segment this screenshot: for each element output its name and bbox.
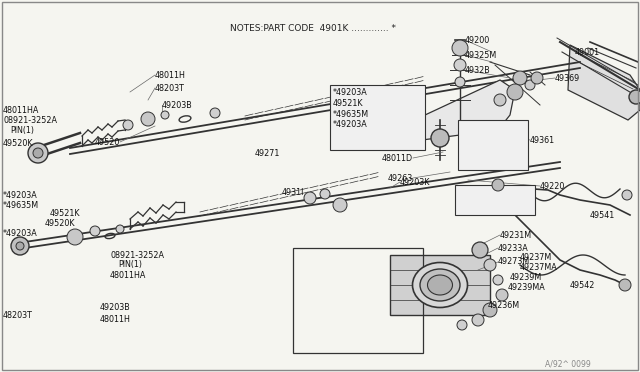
Text: 49521K: 49521K <box>333 99 364 108</box>
Text: 49237M: 49237M <box>520 253 552 263</box>
Circle shape <box>67 229 83 245</box>
Circle shape <box>33 148 43 158</box>
Circle shape <box>494 94 506 106</box>
Circle shape <box>629 90 640 104</box>
Text: 49239MA: 49239MA <box>508 283 546 292</box>
Text: 49220: 49220 <box>540 182 565 190</box>
Text: 49263: 49263 <box>388 173 413 183</box>
Ellipse shape <box>420 269 460 301</box>
Circle shape <box>455 77 465 87</box>
Text: 49520K: 49520K <box>45 218 76 228</box>
Circle shape <box>492 179 504 191</box>
Bar <box>390 255 490 315</box>
Text: 49273M: 49273M <box>498 257 531 266</box>
Text: 49325M: 49325M <box>465 51 497 60</box>
Text: 49520: 49520 <box>95 138 120 147</box>
Circle shape <box>16 242 24 250</box>
Text: PIN(1): PIN(1) <box>118 260 142 269</box>
Text: PIN(1): PIN(1) <box>10 125 34 135</box>
Text: 49001: 49001 <box>575 48 600 57</box>
Text: *49203A: *49203A <box>3 190 38 199</box>
Text: 48011H: 48011H <box>155 71 186 80</box>
Circle shape <box>11 237 29 255</box>
Circle shape <box>320 189 330 199</box>
Circle shape <box>431 129 449 147</box>
Circle shape <box>452 40 468 56</box>
Text: 49271: 49271 <box>255 148 280 157</box>
Text: 08921-3252A: 08921-3252A <box>110 250 164 260</box>
Text: A/92^ 0099: A/92^ 0099 <box>545 359 591 369</box>
Text: 49521K: 49521K <box>50 208 81 218</box>
Circle shape <box>496 289 508 301</box>
Circle shape <box>507 84 523 100</box>
Text: 49200: 49200 <box>465 35 490 45</box>
Text: 49233A: 49233A <box>498 244 529 253</box>
Bar <box>330 85 425 150</box>
Circle shape <box>472 242 488 258</box>
Circle shape <box>161 111 169 119</box>
Text: 49237MA: 49237MA <box>520 263 557 273</box>
Ellipse shape <box>428 275 452 295</box>
Text: 49231M: 49231M <box>500 231 532 240</box>
Text: *49203A: *49203A <box>333 87 368 96</box>
Text: 4931I: 4931I <box>282 187 305 196</box>
Circle shape <box>454 59 466 71</box>
Circle shape <box>457 320 467 330</box>
Text: 49239M: 49239M <box>510 273 542 282</box>
Circle shape <box>493 275 503 285</box>
Text: 49541: 49541 <box>590 211 615 219</box>
Circle shape <box>304 192 316 204</box>
Circle shape <box>513 71 527 85</box>
Text: 48203T: 48203T <box>155 83 185 93</box>
Text: 48011HA: 48011HA <box>3 106 40 115</box>
Text: 49369: 49369 <box>555 74 580 83</box>
Polygon shape <box>568 45 640 120</box>
Text: 48011HA: 48011HA <box>110 270 147 279</box>
Text: 49203K: 49203K <box>400 177 430 186</box>
Circle shape <box>123 120 133 130</box>
Text: *49635M: *49635M <box>3 201 39 209</box>
Circle shape <box>525 80 535 90</box>
Text: 49361: 49361 <box>530 135 555 144</box>
Text: 4932B: 4932B <box>465 65 491 74</box>
Circle shape <box>619 279 631 291</box>
Bar <box>293 248 423 353</box>
Text: *49635M: *49635M <box>333 109 369 119</box>
Circle shape <box>116 225 124 233</box>
Text: 49236M: 49236M <box>488 301 520 310</box>
Text: 48011H: 48011H <box>100 315 131 324</box>
Ellipse shape <box>413 263 467 308</box>
Circle shape <box>210 108 220 118</box>
Circle shape <box>90 226 100 236</box>
Text: *49203A: *49203A <box>3 228 38 237</box>
Text: 48011D: 48011D <box>382 154 413 163</box>
Text: 49203B: 49203B <box>162 100 193 109</box>
Bar <box>458 120 528 170</box>
Circle shape <box>531 72 543 84</box>
Circle shape <box>622 190 632 200</box>
Text: 08921-3252A: 08921-3252A <box>3 115 57 125</box>
Text: 49520K: 49520K <box>3 138 33 148</box>
Circle shape <box>484 259 496 271</box>
Text: *49203A: *49203A <box>333 119 368 128</box>
Text: 49542: 49542 <box>570 280 595 289</box>
Circle shape <box>28 143 48 163</box>
Text: 49203B: 49203B <box>100 304 131 312</box>
Circle shape <box>472 314 484 326</box>
Circle shape <box>483 303 497 317</box>
Circle shape <box>333 198 347 212</box>
Circle shape <box>141 112 155 126</box>
Polygon shape <box>422 80 515 140</box>
Text: NOTES:PART CODE  4901K ............. *: NOTES:PART CODE 4901K ............. * <box>230 23 396 32</box>
Bar <box>455 185 535 215</box>
Text: 48203T: 48203T <box>3 311 33 320</box>
